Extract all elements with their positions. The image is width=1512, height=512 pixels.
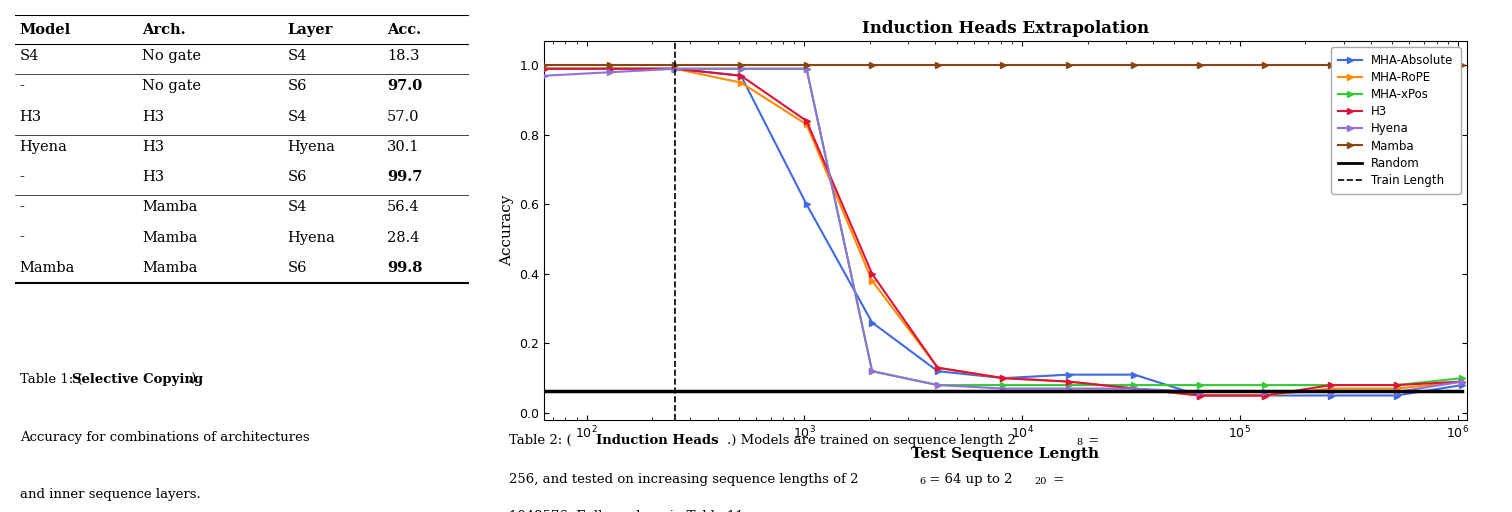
X-axis label: Test Sequence Length: Test Sequence Length xyxy=(912,447,1099,461)
Text: 20: 20 xyxy=(1034,477,1048,486)
Text: =: = xyxy=(1049,473,1064,486)
Text: Hyena: Hyena xyxy=(20,140,68,154)
Text: S4: S4 xyxy=(287,49,307,63)
Text: 256, and tested on increasing sequence lengths of 2: 256, and tested on increasing sequence l… xyxy=(510,473,859,486)
Text: .) Models are trained on sequence length 2: .) Models are trained on sequence length… xyxy=(727,434,1016,447)
Text: Model: Model xyxy=(20,24,71,37)
Text: S6: S6 xyxy=(287,79,307,93)
Text: No gate: No gate xyxy=(142,49,201,63)
Text: 1048576. Full numbers in Table 11.: 1048576. Full numbers in Table 11. xyxy=(510,510,748,512)
Text: 8: 8 xyxy=(1077,438,1083,447)
Text: Mamba: Mamba xyxy=(142,261,198,275)
Text: S4: S4 xyxy=(20,49,39,63)
Text: 99.7: 99.7 xyxy=(387,170,422,184)
Text: S4: S4 xyxy=(287,200,307,215)
Text: 6: 6 xyxy=(919,477,925,486)
Text: 18.3: 18.3 xyxy=(387,49,419,63)
Text: Table 1: (: Table 1: ( xyxy=(20,373,82,387)
Text: Accuracy for combinations of architectures: Accuracy for combinations of architectur… xyxy=(20,431,310,444)
Text: 28.4: 28.4 xyxy=(387,230,419,245)
Text: -: - xyxy=(20,200,24,215)
Text: 99.8: 99.8 xyxy=(387,261,422,275)
Text: Mamba: Mamba xyxy=(20,261,76,275)
Title: Induction Heads Extrapolation: Induction Heads Extrapolation xyxy=(862,19,1149,37)
Text: 56.4: 56.4 xyxy=(387,200,419,215)
Text: Layer: Layer xyxy=(287,24,333,37)
Text: S4: S4 xyxy=(287,110,307,123)
Text: .): .) xyxy=(187,373,197,387)
Text: Mamba: Mamba xyxy=(142,200,198,215)
Text: Acc.: Acc. xyxy=(387,24,422,37)
Text: No gate: No gate xyxy=(142,79,201,93)
Y-axis label: Accuracy: Accuracy xyxy=(500,195,514,266)
Text: H3: H3 xyxy=(20,110,42,123)
Text: -: - xyxy=(20,170,24,184)
Text: S6: S6 xyxy=(287,170,307,184)
Text: H3: H3 xyxy=(142,110,165,123)
Text: = 64 up to 2: = 64 up to 2 xyxy=(925,473,1013,486)
Text: 57.0: 57.0 xyxy=(387,110,419,123)
Text: Arch.: Arch. xyxy=(142,24,186,37)
Text: Hyena: Hyena xyxy=(287,140,336,154)
Text: and inner sequence layers.: and inner sequence layers. xyxy=(20,488,201,501)
Text: Mamba: Mamba xyxy=(142,230,198,245)
Text: -: - xyxy=(20,79,24,93)
Text: Hyena: Hyena xyxy=(287,230,336,245)
Text: =: = xyxy=(1084,434,1099,447)
Text: 30.1: 30.1 xyxy=(387,140,419,154)
Text: -: - xyxy=(20,230,24,245)
Text: S6: S6 xyxy=(287,261,307,275)
Text: Table 2: (: Table 2: ( xyxy=(510,434,572,447)
Text: H3: H3 xyxy=(142,170,165,184)
Text: Selective Copying: Selective Copying xyxy=(71,373,203,387)
Text: 97.0: 97.0 xyxy=(387,79,422,93)
Legend: MHA-Absolute, MHA-RoPE, MHA-xPos, H3, Hyena, Mamba, Random, Train Length: MHA-Absolute, MHA-RoPE, MHA-xPos, H3, Hy… xyxy=(1331,47,1461,194)
Text: Induction Heads: Induction Heads xyxy=(596,434,718,447)
Text: H3: H3 xyxy=(142,140,165,154)
